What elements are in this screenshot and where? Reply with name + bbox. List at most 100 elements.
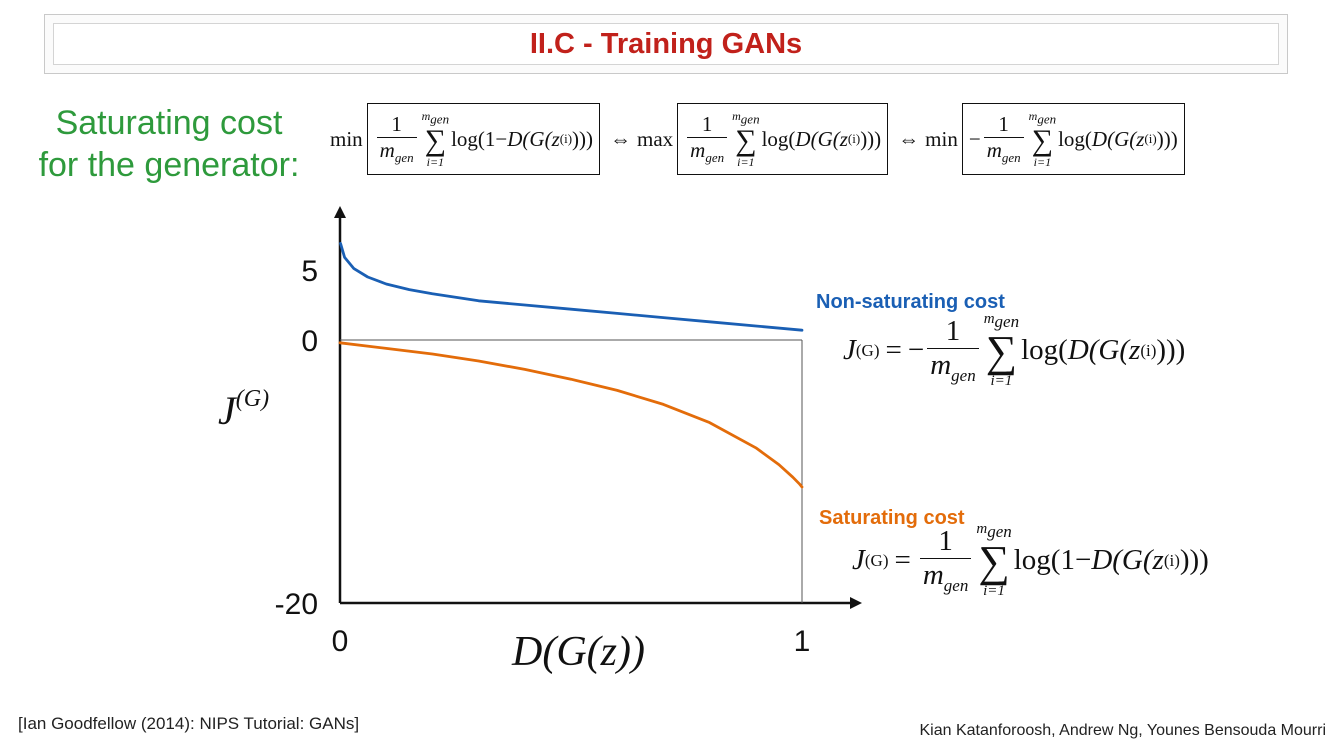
- term3-fraction: 1 mgen: [983, 111, 1024, 166]
- non-saturating-equation: J (G) = − 1 mgen mgen ∑ i=1 log(D(G(z (i))…: [843, 312, 1185, 389]
- term1-fraction: 1 mgen: [376, 111, 417, 166]
- authors: Kian Katanforoosh, Andrew Ng, Younes Ben…: [919, 722, 1327, 739]
- chart-axes: [334, 206, 862, 609]
- term3-den-sub: gen: [1001, 150, 1021, 166]
- term2-max: max: [637, 126, 674, 151]
- saturating-equation: J (G) = 1 mgen mgen ∑ i=1 log(1− D(G(z (i))…: [852, 522, 1209, 599]
- ns-den: mgen: [927, 348, 979, 386]
- slide-title: II.C - Training GANs: [529, 27, 803, 60]
- term3-sum-top: mgen: [1029, 110, 1056, 125]
- s-num: 1: [938, 525, 953, 558]
- s-eq: =: [894, 544, 911, 576]
- s-lhs: J: [852, 544, 865, 576]
- caption-line-2: for the generator:: [38, 146, 300, 184]
- ns-lhs: J: [843, 334, 856, 366]
- term1-sum-top-sub: gen: [430, 111, 450, 127]
- term1-sum: mgen ∑ i=1: [422, 110, 449, 167]
- term2-sum-bot: i=1: [737, 154, 755, 169]
- s-den-m: m: [922, 559, 944, 592]
- citation: [Ian Goodfellow (2014): NIPS Tutorial: G…: [18, 714, 360, 733]
- top-formula: min 1 mgen mgen ∑ i=1 log(1− D(G(z (i)))) …: [330, 96, 1320, 182]
- term2-den: mgen: [687, 136, 728, 166]
- s-sum-top-m: m: [976, 521, 988, 537]
- term1-body-sup: (i): [559, 131, 573, 146]
- term3-num: 1: [998, 111, 1009, 136]
- term3-sum-top-sub: gen: [1037, 111, 1057, 127]
- y-axis-label-j: J: [218, 388, 236, 433]
- s-body-sup: (i): [1163, 550, 1180, 570]
- ns-lhs-sup: (G): [855, 340, 880, 360]
- term3-bracket: − 1 mgen mgen ∑ i=1 log(D(G(z (i)))): [961, 103, 1185, 175]
- ns-fraction: 1 mgen: [927, 315, 979, 386]
- s-lhs-sup: (G): [864, 550, 889, 570]
- y-axis-label-sup: (G): [235, 386, 270, 412]
- term2-body-sup: (i): [847, 131, 861, 146]
- term1-sigma: ∑: [424, 123, 447, 157]
- series-line-non-saturating-cost: [339, 242, 804, 332]
- series-line-saturating-cost: [338, 341, 804, 489]
- s-body-b: D(G(z: [1091, 544, 1164, 576]
- term2-body-a: log(: [761, 126, 796, 151]
- term2-body-c: ))): [860, 126, 882, 151]
- term1-body-c: ))): [572, 126, 594, 151]
- s-den: mgen: [919, 558, 972, 596]
- term2-num: 1: [701, 111, 713, 136]
- ns-body-sup: (i): [1140, 340, 1157, 360]
- term1-body-b: D(G(z: [507, 126, 560, 151]
- ns-sum: mgen ∑ i=1: [984, 312, 1019, 389]
- term2-sigma: ∑: [735, 123, 757, 157]
- term1-body-a: log(1−: [451, 126, 508, 151]
- s-sum-top: mgen: [976, 521, 1011, 541]
- term2-bracket: 1 mgen mgen ∑ i=1 log(D(G(z (i)))): [677, 103, 889, 175]
- ns-body-c: ))): [1156, 334, 1186, 366]
- term2-fraction: 1 mgen: [687, 111, 728, 166]
- term1-sum-top-m: m: [421, 109, 431, 124]
- x-axis-label: D(G(z)): [512, 629, 645, 675]
- ns-sigma: ∑: [985, 327, 1018, 376]
- s-body-c: ))): [1179, 544, 1209, 576]
- term1-den-sub: gen: [394, 150, 414, 166]
- chart-ticks: 5 0 -20 0 1: [275, 255, 811, 658]
- ns-body-a: log(: [1021, 334, 1068, 366]
- ns-sum-top: mgen: [984, 312, 1020, 331]
- chart-series: [338, 242, 804, 489]
- s-sum: mgen ∑ i=1: [976, 522, 1011, 599]
- term3-sum-top-m: m: [1028, 109, 1038, 124]
- ns-body-b: D(G(z: [1067, 334, 1141, 366]
- s-fraction: 1 mgen: [919, 525, 972, 596]
- ns-sum-top-sub: gen: [994, 312, 1020, 331]
- iff-1: ⇔: [610, 126, 632, 151]
- term3-body-sup: (i): [1144, 131, 1157, 146]
- y-tick-label: 0: [301, 325, 318, 358]
- term1-sum-bot: i=1: [426, 154, 445, 169]
- s-body-a: log(1−: [1013, 544, 1092, 576]
- term1-bracket: 1 mgen mgen ∑ i=1 log(1− D(G(z (i)))): [366, 103, 601, 175]
- x-tick-label: 0: [332, 625, 349, 658]
- saturating-cost-caption: Saturating cost for the generator:: [24, 102, 314, 186]
- term3-den: mgen: [983, 136, 1024, 166]
- legend-non-saturating: Non-saturating cost: [816, 291, 1005, 313]
- term2-body-b: D(G(z: [795, 126, 848, 151]
- term2-den-sub: gen: [705, 150, 725, 166]
- term2-den-m: m: [690, 137, 706, 162]
- x-tick-label: 1: [794, 625, 811, 658]
- term1-sum-top: mgen: [422, 110, 449, 125]
- y-tick-label: 5: [301, 255, 318, 288]
- s-sum-bot: i=1: [983, 583, 1005, 599]
- term1-num: 1: [391, 111, 402, 136]
- term3-min: min: [925, 126, 958, 151]
- ns-den-sub: gen: [951, 365, 976, 385]
- ns-num: 1: [945, 315, 961, 348]
- title-inner: II.C - Training GANs: [53, 23, 1279, 65]
- term3-body-c: ))): [1156, 126, 1178, 151]
- term2-sum-top: mgen: [732, 110, 759, 125]
- y-tick-label: -20: [275, 588, 318, 621]
- x-axis-arrow-icon: [850, 597, 862, 609]
- title-box: II.C - Training GANs: [44, 14, 1288, 74]
- term2-sum-top-m: m: [732, 109, 741, 124]
- iff-2: ⇔: [898, 126, 920, 151]
- term1-den: mgen: [376, 136, 417, 166]
- term1-den-m: m: [379, 137, 395, 162]
- term3-den-m: m: [986, 137, 1002, 162]
